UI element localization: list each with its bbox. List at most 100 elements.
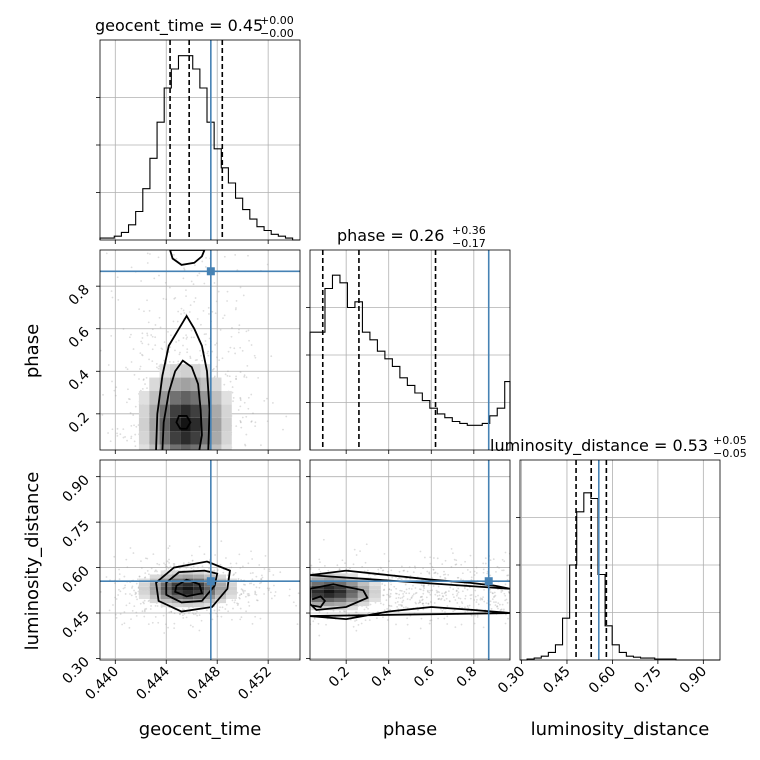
contour-line bbox=[174, 578, 204, 598]
sample-point bbox=[188, 612, 190, 614]
sample-point bbox=[442, 595, 445, 598]
sample-point bbox=[218, 609, 221, 611]
sample-point bbox=[507, 617, 509, 620]
sample-point bbox=[398, 603, 400, 606]
sample-point bbox=[220, 615, 223, 618]
sample-point bbox=[238, 328, 240, 331]
sample-point bbox=[402, 595, 405, 598]
sample-point bbox=[147, 623, 150, 626]
sample-point bbox=[448, 600, 451, 603]
sample-point bbox=[183, 312, 186, 314]
sample-point bbox=[420, 588, 422, 591]
density-cell bbox=[171, 603, 183, 608]
sample-point bbox=[219, 229, 221, 231]
sample-point bbox=[414, 601, 417, 604]
sample-point bbox=[122, 436, 125, 439]
sample-point bbox=[149, 253, 151, 255]
sample-point bbox=[360, 622, 363, 625]
sample-point bbox=[146, 262, 149, 264]
sample-point bbox=[397, 596, 400, 599]
sample-point bbox=[426, 590, 429, 593]
sample-point bbox=[181, 614, 184, 617]
contour-line bbox=[155, 560, 231, 613]
sample-point bbox=[239, 346, 242, 349]
sample-point bbox=[206, 352, 209, 355]
sample-point bbox=[154, 336, 157, 339]
density-cell bbox=[334, 597, 347, 603]
density-cell bbox=[277, 594, 288, 598]
sample-point bbox=[226, 574, 229, 577]
sample-point bbox=[436, 572, 439, 575]
sample-point bbox=[463, 587, 466, 590]
sample-point bbox=[218, 220, 220, 222]
sample-point bbox=[70, 567, 72, 569]
sample-point bbox=[446, 605, 449, 607]
sample-point bbox=[383, 584, 386, 587]
sample-point bbox=[141, 332, 144, 335]
sample-point bbox=[477, 594, 479, 597]
sample-point bbox=[100, 349, 102, 352]
density-cell bbox=[211, 404, 222, 418]
sample-point bbox=[389, 605, 391, 607]
sample-point bbox=[212, 202, 214, 204]
sample-point bbox=[421, 598, 424, 601]
sample-point bbox=[382, 616, 384, 619]
sample-point bbox=[157, 233, 159, 235]
sample-point bbox=[504, 583, 507, 586]
truth-marker bbox=[206, 577, 215, 586]
density-cell bbox=[138, 404, 150, 418]
sample-point bbox=[141, 354, 144, 357]
sample-point bbox=[455, 589, 458, 592]
sample-point bbox=[243, 401, 246, 404]
sample-point bbox=[483, 588, 485, 591]
sample-point bbox=[217, 290, 220, 293]
sample-point bbox=[454, 563, 457, 566]
sample-point bbox=[160, 347, 163, 350]
sample-point bbox=[501, 569, 504, 572]
sample-point bbox=[91, 589, 93, 591]
sample-point bbox=[266, 397, 268, 400]
sample-point bbox=[173, 564, 175, 567]
sample-point bbox=[201, 260, 204, 263]
density-cell bbox=[221, 417, 232, 432]
title-phase-minus: −0.17 bbox=[452, 237, 486, 250]
sample-point bbox=[327, 569, 330, 572]
density-cell bbox=[180, 377, 191, 391]
density-cell bbox=[180, 471, 190, 484]
sample-point bbox=[230, 335, 233, 338]
sample-point bbox=[192, 625, 194, 628]
sample-point bbox=[484, 562, 487, 565]
sample-point bbox=[239, 566, 242, 569]
density-cell bbox=[149, 377, 160, 391]
sample-point bbox=[157, 621, 160, 624]
sample-point bbox=[119, 433, 122, 436]
sample-point bbox=[450, 547, 453, 550]
axis-frame bbox=[519, 459, 721, 661]
density-cell bbox=[159, 390, 170, 405]
density-cell bbox=[346, 573, 358, 578]
sample-point bbox=[420, 572, 422, 575]
sample-point bbox=[403, 569, 406, 572]
density-cell bbox=[334, 581, 347, 586]
sample-point bbox=[248, 339, 250, 342]
sample-point bbox=[170, 611, 173, 613]
sample-point bbox=[400, 605, 403, 607]
sample-point bbox=[216, 356, 218, 359]
sample-point bbox=[446, 615, 449, 618]
sample-point bbox=[145, 607, 148, 610]
sample-point bbox=[292, 601, 295, 604]
sample-point bbox=[486, 602, 488, 605]
sample-point bbox=[183, 268, 186, 271]
density-cell bbox=[204, 574, 216, 579]
density-cell bbox=[357, 585, 370, 590]
sample-point bbox=[119, 613, 122, 615]
sample-point bbox=[396, 605, 399, 608]
sample-point bbox=[404, 577, 407, 580]
sample-point bbox=[121, 623, 124, 626]
sample-point bbox=[116, 434, 119, 437]
sample-point bbox=[202, 309, 205, 312]
sample-point bbox=[398, 576, 401, 579]
sample-point bbox=[167, 331, 169, 333]
sample-point bbox=[410, 588, 413, 590]
sample-point bbox=[146, 569, 149, 572]
